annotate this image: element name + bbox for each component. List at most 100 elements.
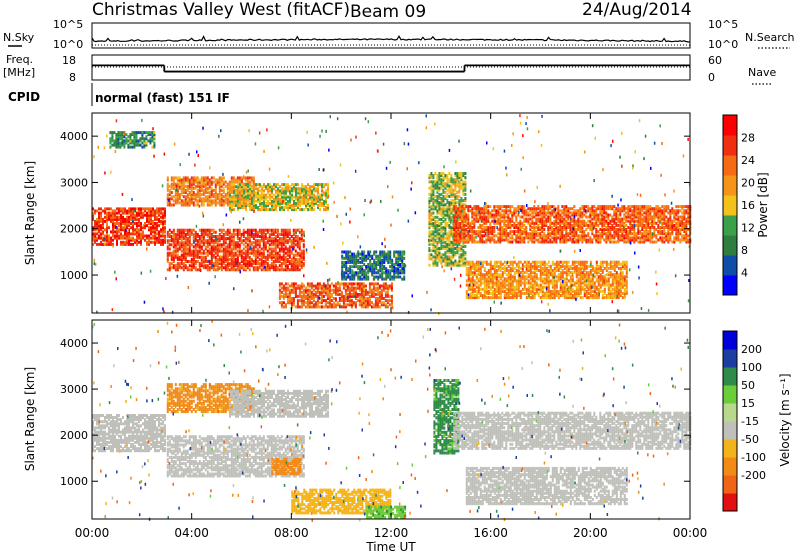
echo-cell (363, 277, 366, 281)
echo-cell (314, 290, 317, 294)
echo-cell (226, 188, 229, 192)
echo-cell (464, 199, 467, 203)
echo-cell (299, 193, 301, 197)
echo-cell (200, 201, 203, 205)
echo-cell (354, 282, 357, 286)
echo-cell (363, 250, 366, 254)
echo-cell (153, 137, 156, 141)
echo-cell (252, 253, 255, 257)
echo-cell (537, 223, 540, 227)
echo-cell (432, 226, 435, 230)
echo-cell (288, 237, 291, 241)
echo-cell (348, 286, 351, 290)
echo-cell (192, 257, 195, 261)
echo-cell (361, 256, 364, 260)
echo-cell (579, 230, 582, 234)
echo-cell (381, 265, 384, 269)
echo-cell (371, 254, 374, 258)
echo-cell (198, 237, 201, 241)
echo-cell (444, 184, 447, 188)
echo-cell (430, 257, 433, 261)
echo-cell (395, 263, 398, 266)
echo-cell (149, 131, 152, 135)
echo-cell (288, 292, 291, 296)
echo-cell (154, 242, 156, 246)
echo-cell (446, 251, 449, 255)
echo-cell (263, 197, 265, 201)
echo-cell (266, 239, 269, 243)
echo-cell (254, 232, 257, 236)
echo-cell (292, 290, 295, 294)
echo-cell (202, 230, 205, 234)
echo-cell (533, 209, 536, 213)
echo-cell (377, 256, 380, 260)
echo-cell (497, 207, 500, 211)
echo-cell (459, 211, 462, 215)
echo-cell (523, 213, 526, 217)
echo-cell (222, 203, 225, 207)
echo-cell (465, 223, 468, 227)
echo-cell (250, 243, 253, 247)
echo-cell (226, 243, 229, 247)
echo-cell (170, 237, 173, 241)
echo-cell (298, 245, 301, 249)
echo-cell (377, 269, 380, 273)
echo-cell (537, 211, 540, 215)
echo-cell (110, 236, 112, 240)
echo-cell (539, 240, 542, 244)
echo-cell (430, 207, 433, 211)
echo-cell (226, 251, 229, 255)
echo-cell (238, 230, 241, 234)
echo-cell (262, 264, 265, 268)
echo-cell (579, 215, 582, 219)
echo-cell (364, 297, 367, 300)
echo-cell (309, 204, 311, 207)
echo-cell (180, 239, 183, 243)
echo-cell (240, 186, 243, 190)
echo-cell (567, 213, 570, 217)
echo-cell (170, 178, 173, 182)
echo-cell (196, 255, 199, 259)
echo-cell (438, 205, 441, 209)
echo-cell (237, 185, 239, 189)
echo-cell (452, 226, 455, 230)
echo-cell (252, 188, 255, 192)
echo-cell (214, 186, 217, 190)
echo-cell (290, 243, 293, 247)
echo-cell (233, 191, 235, 195)
echo-cell (489, 223, 492, 227)
echo-cell (229, 199, 231, 203)
echo-cell (100, 234, 102, 238)
echo-cell (370, 290, 373, 294)
echo-cell (446, 209, 449, 213)
echo-cell (395, 275, 398, 279)
echo-cell (322, 288, 325, 292)
echo-cell (509, 226, 512, 229)
echo-cell (300, 294, 303, 298)
echo-cell (176, 178, 179, 182)
echo-cell (325, 208, 327, 212)
echo-cell (176, 262, 179, 266)
echo-cell (226, 182, 229, 186)
echo-cell (461, 236, 464, 240)
echo-cell (148, 209, 150, 213)
echo-cell (541, 226, 544, 229)
echo-cell (109, 141, 112, 145)
echo-cell (226, 255, 229, 259)
echo-cell (166, 201, 169, 205)
echo-cell (499, 205, 502, 209)
echo-cell (251, 206, 253, 210)
echo-cell (278, 268, 281, 272)
echo-cell (432, 240, 435, 244)
echo-cell (147, 139, 150, 143)
echo-cell (287, 201, 289, 205)
echo-cell (436, 211, 439, 215)
echo-cell (497, 240, 500, 244)
echo-cell (228, 251, 231, 255)
echo-cell (273, 208, 275, 212)
echo-cell (489, 240, 492, 244)
echo-cell (399, 256, 402, 260)
echo-cell (180, 257, 183, 261)
echo-cell (444, 253, 447, 257)
echo-cell (290, 241, 293, 245)
